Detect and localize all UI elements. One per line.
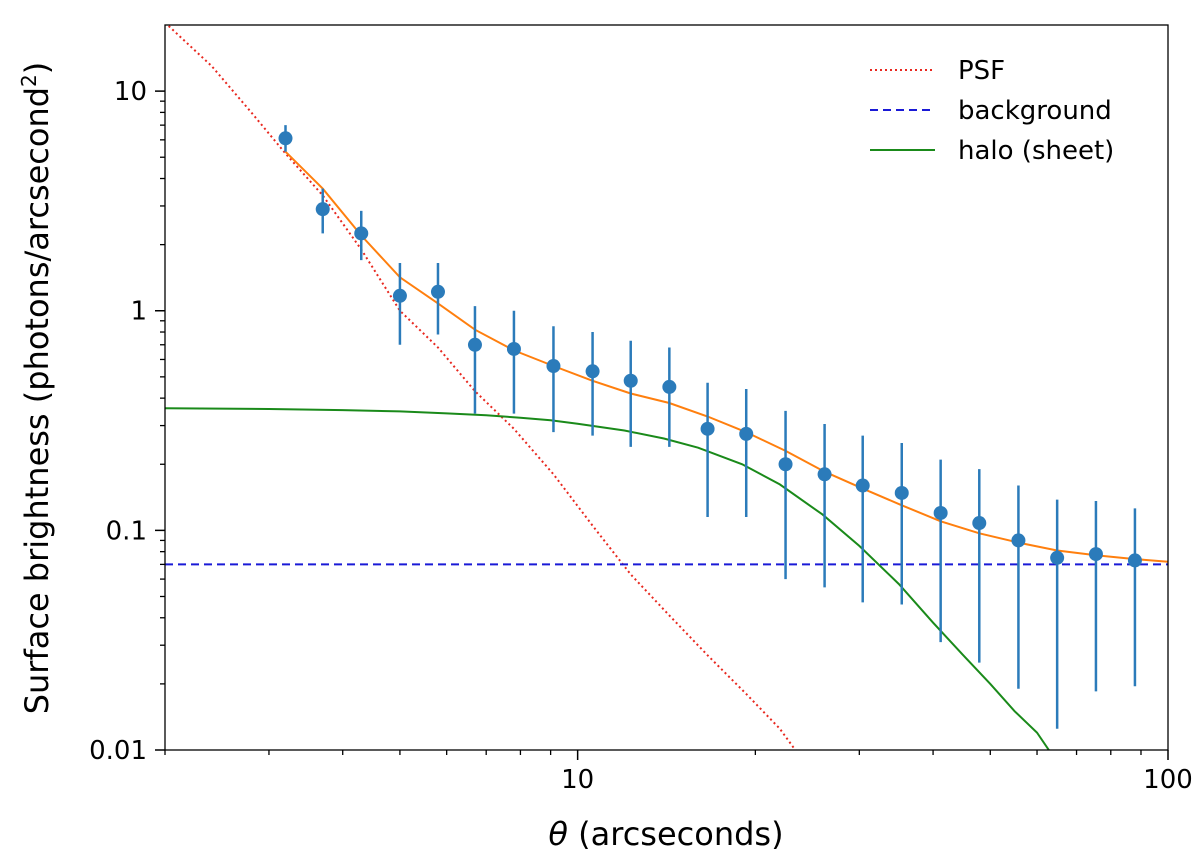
y-tick-label: 0.1	[106, 516, 147, 546]
data-point	[894, 485, 909, 500]
data-point	[817, 467, 832, 482]
data-point	[1011, 533, 1026, 548]
series-line-model	[284, 150, 1168, 563]
x-tick-label: 100	[1143, 765, 1193, 795]
data-point	[623, 373, 638, 388]
axes: 10 100 10 1 0.1 0.01	[89, 24, 1193, 795]
x-axis-label: θ (arcseconds)	[548, 815, 783, 853]
data-point	[855, 478, 870, 493]
y-axis-superscript: 2	[17, 74, 41, 87]
legend-label-psf: PSF	[958, 56, 1005, 86]
data-point	[467, 337, 482, 352]
data-point	[506, 341, 521, 356]
data-point	[1127, 553, 1142, 568]
x-tick-label: 10	[561, 765, 594, 795]
data-point	[278, 131, 293, 146]
legend-label-halo-sheet: halo (sheet)	[958, 136, 1114, 166]
legend-label-background: background	[958, 96, 1112, 126]
series-line-psf	[166, 25, 797, 750]
data-point	[662, 379, 677, 394]
data-point	[315, 202, 330, 217]
y-axis-close: )	[18, 62, 56, 74]
data-point	[972, 516, 987, 531]
data-point	[778, 457, 793, 472]
plot-clipped-group	[165, 25, 1168, 750]
y-tick-label: 0.01	[89, 736, 147, 766]
data-point	[739, 426, 754, 441]
y-tick-label: 1	[130, 297, 147, 327]
y-axis-label: Surface brightness (photons/arcsecond2)	[17, 62, 56, 715]
data-point	[700, 421, 715, 436]
legend: PSF background halo (sheet)	[870, 56, 1114, 166]
data-point	[392, 288, 407, 303]
data-point	[585, 364, 600, 379]
data-point	[1050, 550, 1065, 565]
data-point	[1088, 547, 1103, 562]
plot-frame	[164, 24, 1169, 751]
data-point	[430, 284, 445, 299]
x-axis-symbol: θ	[548, 815, 568, 853]
y-tick-label: 10	[114, 77, 147, 107]
plot-area	[165, 25, 1168, 750]
y-axis-text: Surface brightness (photons/arcsecond	[18, 87, 56, 714]
x-axis-text: (arcseconds)	[568, 815, 784, 853]
data-point	[933, 505, 948, 520]
series-line-halo-sheet	[165, 407, 1051, 750]
data-point	[354, 226, 369, 241]
data-point	[546, 359, 561, 374]
